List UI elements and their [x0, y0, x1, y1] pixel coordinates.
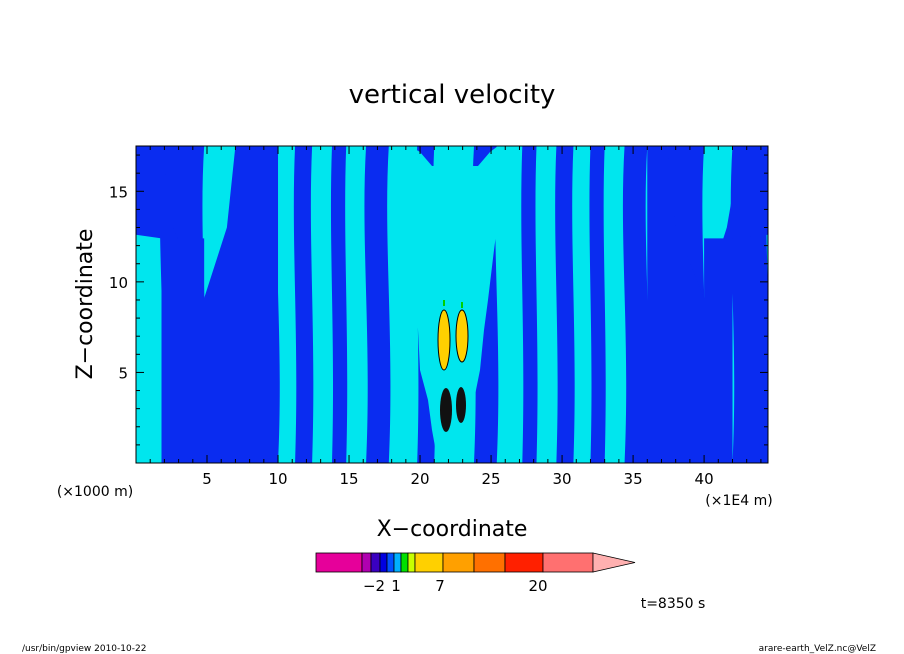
colorbar-segment: [542, 552, 594, 573]
colorbar-segment: [393, 552, 402, 573]
colorbar-arrow: [592, 552, 636, 573]
contour-band: [330, 146, 348, 463]
footer-right: arare-earth_VelZ.nc@VelZ: [759, 644, 876, 654]
y-axis-title: Z−coordinate: [73, 229, 98, 380]
plot-frame: [135, 145, 769, 464]
x-tick-label: 20: [410, 470, 429, 488]
plot-area: [136, 146, 768, 463]
colorbar-label: 7: [435, 577, 445, 595]
colorbar-label: −2: [363, 577, 385, 595]
y-tick-label: 5: [118, 364, 128, 382]
x-tick-label: 5: [202, 470, 212, 488]
colorbar-segment: [473, 552, 506, 573]
x-tick-label: 10: [268, 470, 287, 488]
colorbar-segment: [414, 552, 444, 573]
downdraft-right: [456, 387, 466, 423]
contour-band: [521, 146, 538, 463]
right-lobe-fill: [704, 238, 733, 463]
colorbar-segment: [379, 552, 388, 573]
colorbar-segment: [504, 552, 544, 573]
center-feature: [392, 146, 510, 463]
updraft-region: [392, 146, 510, 463]
colorbar: −2 1 7 20: [315, 552, 636, 595]
chart-title: vertical velocity: [349, 80, 556, 110]
y-tick-label: 15: [109, 183, 128, 201]
y-tick-label: 10: [109, 274, 128, 292]
x-unit-label: (×1000 m): [57, 484, 133, 500]
colorbar-label: 1: [391, 577, 401, 595]
x-tick-label: 30: [553, 470, 572, 488]
x-extra-label: (×1E4 m): [705, 493, 772, 509]
x-axis-title: X−coordinate: [377, 517, 528, 542]
colorbar-segment: [442, 552, 475, 573]
x-tick-label: 15: [339, 470, 358, 488]
x-tick-label: 35: [624, 470, 643, 488]
x-tick-label: 40: [695, 470, 714, 488]
plume-right: [455, 309, 469, 363]
downdraft-left: [440, 388, 452, 432]
colorbar-segment: [370, 552, 381, 573]
axis-ticks: 5 10 15 20 25 30 35 40 5 10 15: [109, 146, 768, 488]
contour-band: [622, 146, 649, 463]
footer-left: /usr/bin/gpview 2010-10-22: [22, 644, 146, 654]
colorbar-segment: [361, 552, 372, 573]
x-tick-label: 25: [482, 470, 501, 488]
colorbar-segment: [386, 552, 395, 573]
colorbar-segment: [407, 552, 416, 573]
colorbar-segment: [315, 552, 363, 573]
colorbar-label: 20: [528, 577, 547, 595]
contour-band: [364, 146, 391, 463]
contour-band: [555, 146, 575, 463]
time-label: t=8350 s: [641, 596, 706, 612]
contour-band: [293, 146, 314, 463]
plume-left: [437, 309, 451, 371]
contour-band: [589, 146, 606, 463]
colorbar-segment: [400, 552, 409, 573]
left-lobe-fill: [161, 238, 205, 463]
